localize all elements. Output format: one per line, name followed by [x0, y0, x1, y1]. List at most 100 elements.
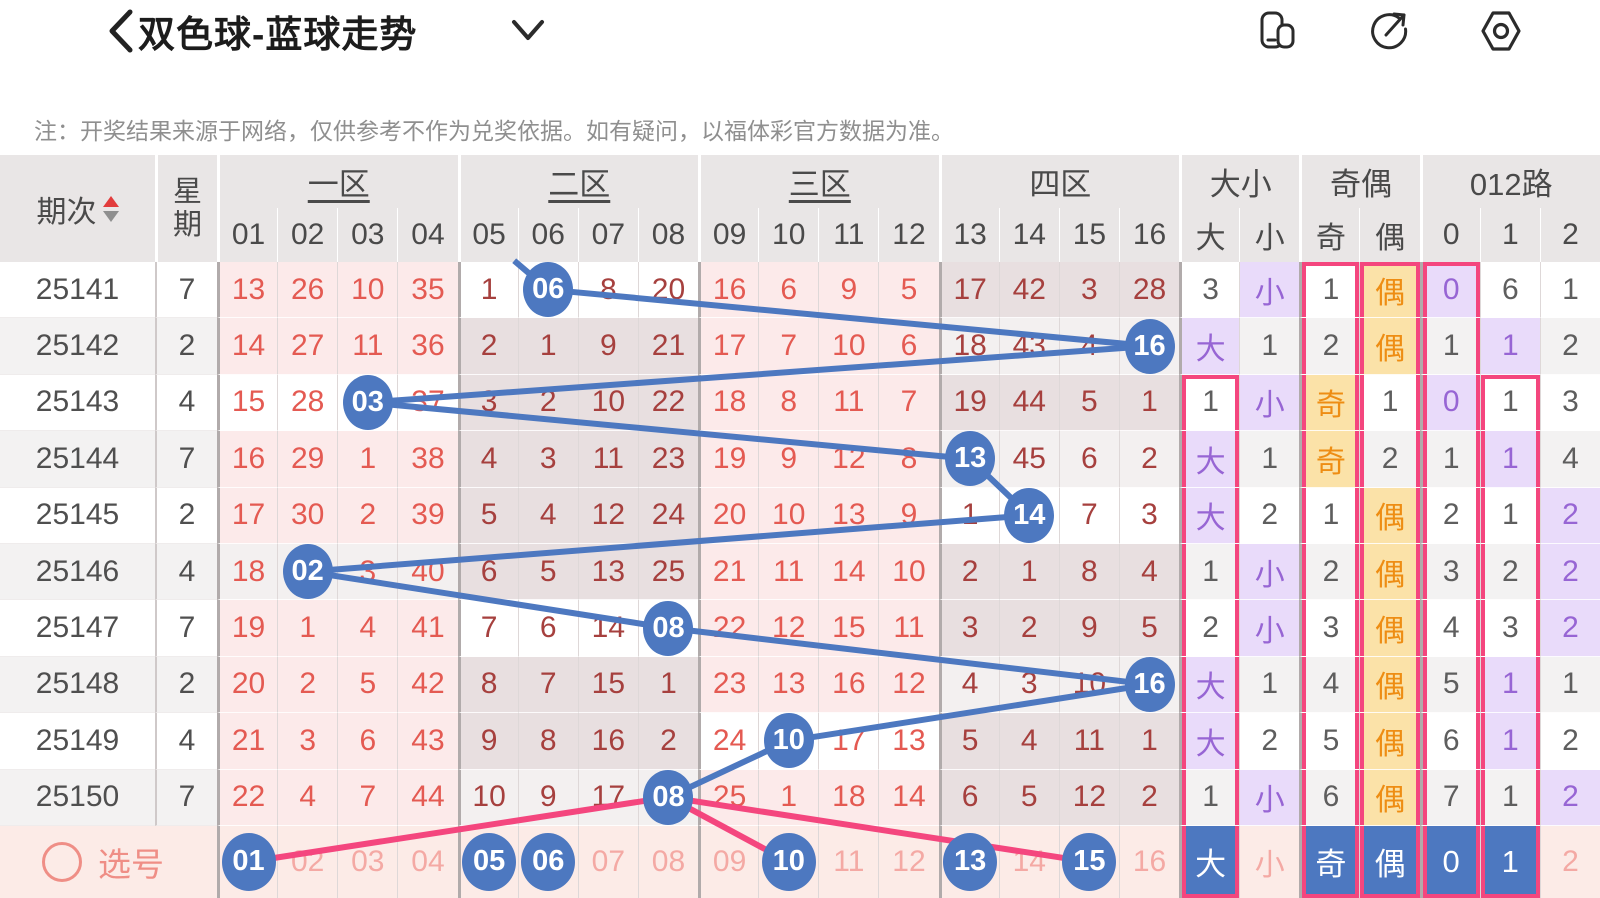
multi-window-icon[interactable] — [1254, 8, 1300, 54]
col-header-14[interactable]: 14 — [998, 208, 1059, 262]
selection-attr-2[interactable]: 2 — [1539, 825, 1600, 898]
selection-number-16[interactable]: 16 — [1118, 825, 1180, 898]
selection-number-09[interactable]: 09 — [698, 825, 759, 898]
hit-circle: 08 — [643, 600, 694, 656]
selected-number-circle[interactable]: 06 — [521, 832, 576, 891]
hit-cell: 13 — [938, 431, 999, 488]
col-header-1[interactable]: 1 — [1479, 208, 1540, 262]
selection-number-03[interactable]: 03 — [337, 825, 398, 898]
period-cell: 25141 — [0, 262, 155, 319]
miss-cell: 3 — [998, 656, 1059, 714]
selection-number-15[interactable]: 15 — [1058, 825, 1119, 898]
selected-number-circle[interactable]: 13 — [943, 832, 998, 891]
col-header-03[interactable]: 03 — [337, 208, 398, 262]
selection-attr-1[interactable]: 1 — [1479, 825, 1540, 898]
col-header-奇[interactable]: 奇 — [1299, 208, 1360, 262]
col-header-09[interactable]: 09 — [698, 208, 759, 262]
col-header-07[interactable]: 07 — [577, 208, 638, 262]
selection-number-02[interactable]: 02 — [277, 825, 338, 898]
miss-cell: 16 — [818, 656, 879, 714]
miss-cell: 21 — [698, 543, 759, 601]
col-header-偶[interactable]: 偶 — [1359, 208, 1420, 262]
miss-cell: 4 — [1118, 543, 1180, 601]
attr-cell-小: 2 — [1239, 487, 1300, 544]
selection-attr-偶[interactable]: 偶 — [1359, 825, 1420, 898]
selection-number-04[interactable]: 04 — [397, 825, 458, 898]
col-header-小[interactable]: 小 — [1239, 208, 1300, 262]
period-sort-header[interactable]: 期次 — [0, 155, 155, 262]
sort-desc-icon[interactable] — [102, 210, 119, 222]
share-icon[interactable] — [1366, 8, 1412, 54]
selection-number-12[interactable]: 12 — [878, 825, 939, 898]
period-header-label: 期次 — [36, 195, 97, 229]
miss-cell: 8 — [517, 713, 578, 770]
selection-number-05[interactable]: 05 — [457, 825, 518, 898]
zone-header-3[interactable]: 三区 — [698, 155, 939, 208]
col-header-13[interactable]: 13 — [938, 208, 999, 262]
selected-number-circle[interactable]: 10 — [761, 832, 816, 891]
selection-number-08[interactable]: 08 — [637, 825, 699, 898]
miss-cell: 8 — [457, 656, 518, 714]
week-cell: 2 — [155, 318, 217, 375]
selection-attr-奇[interactable]: 奇 — [1299, 825, 1360, 898]
hit-circle: 16 — [1124, 656, 1175, 712]
selected-number-circle[interactable]: 01 — [221, 832, 276, 891]
col-header-12[interactable]: 12 — [878, 208, 939, 262]
col-header-16[interactable]: 16 — [1118, 208, 1180, 262]
attr-cell-小: 1 — [1239, 431, 1300, 488]
selection-number-10[interactable]: 10 — [758, 825, 819, 898]
back-icon[interactable] — [102, 8, 142, 54]
attr-cell-大: 2 — [1179, 600, 1240, 657]
miss-cell: 13 — [577, 543, 638, 601]
selection-number-11[interactable]: 11 — [818, 825, 879, 898]
miss-cell: 6 — [938, 769, 999, 826]
zone-header-4[interactable]: 四区 — [938, 155, 1180, 208]
selection-number-13[interactable]: 13 — [938, 825, 999, 898]
hit-circle: 03 — [342, 374, 393, 430]
col-header-05[interactable]: 05 — [457, 208, 518, 262]
col-header-11[interactable]: 11 — [818, 208, 879, 262]
zone-header-1[interactable]: 一区 — [217, 155, 458, 208]
selection-number-07[interactable]: 07 — [577, 825, 638, 898]
chevron-down-icon[interactable] — [510, 18, 546, 44]
miss-cell: 2 — [998, 600, 1059, 657]
settings-icon[interactable] — [1478, 8, 1524, 54]
col-header-06[interactable]: 06 — [517, 208, 578, 262]
selection-attr-大[interactable]: 大 — [1179, 825, 1240, 898]
col-header-01[interactable]: 01 — [217, 208, 278, 262]
attr-cell-小: 1 — [1239, 656, 1300, 714]
attr-cell-0: 7 — [1419, 769, 1480, 826]
selection-number-14[interactable]: 14 — [998, 825, 1059, 898]
col-header-02[interactable]: 02 — [277, 208, 338, 262]
zone-header-7[interactable]: 012路 — [1419, 155, 1600, 208]
zone-header-6[interactable]: 奇偶 — [1299, 155, 1420, 208]
selection-attr-小[interactable]: 小 — [1239, 825, 1300, 898]
selection-number-01[interactable]: 01 — [217, 825, 278, 898]
sort-icons[interactable] — [102, 195, 119, 222]
zone-header-5[interactable]: 大小 — [1179, 155, 1300, 208]
col-header-04[interactable]: 04 — [397, 208, 458, 262]
miss-cell: 5 — [517, 543, 578, 601]
selection-attr-0[interactable]: 0 — [1419, 825, 1480, 898]
col-header-10[interactable]: 10 — [758, 208, 819, 262]
col-header-0[interactable]: 0 — [1419, 208, 1480, 262]
col-header-2[interactable]: 2 — [1539, 208, 1600, 262]
miss-cell: 1 — [998, 543, 1059, 601]
zone-header-2[interactable]: 二区 — [457, 155, 699, 208]
selection-ring-icon[interactable] — [42, 841, 82, 882]
col-header-15[interactable]: 15 — [1058, 208, 1119, 262]
sort-asc-icon[interactable] — [102, 195, 119, 207]
hit-cell: 10 — [758, 713, 819, 770]
miss-cell: 18 — [818, 769, 879, 826]
miss-cell: 4 — [998, 713, 1059, 770]
hit-cell: 08 — [637, 769, 699, 826]
col-header-08[interactable]: 08 — [637, 208, 699, 262]
col-header-大[interactable]: 大 — [1179, 208, 1240, 262]
miss-cell: 11 — [818, 374, 879, 432]
selected-number-circle[interactable]: 05 — [462, 832, 517, 891]
selected-number-circle[interactable]: 15 — [1062, 832, 1117, 891]
miss-cell: 14 — [217, 318, 278, 375]
attr-cell-小: 小 — [1239, 600, 1300, 657]
attr-cell-0: 6 — [1419, 713, 1480, 770]
selection-number-06[interactable]: 06 — [517, 825, 578, 898]
